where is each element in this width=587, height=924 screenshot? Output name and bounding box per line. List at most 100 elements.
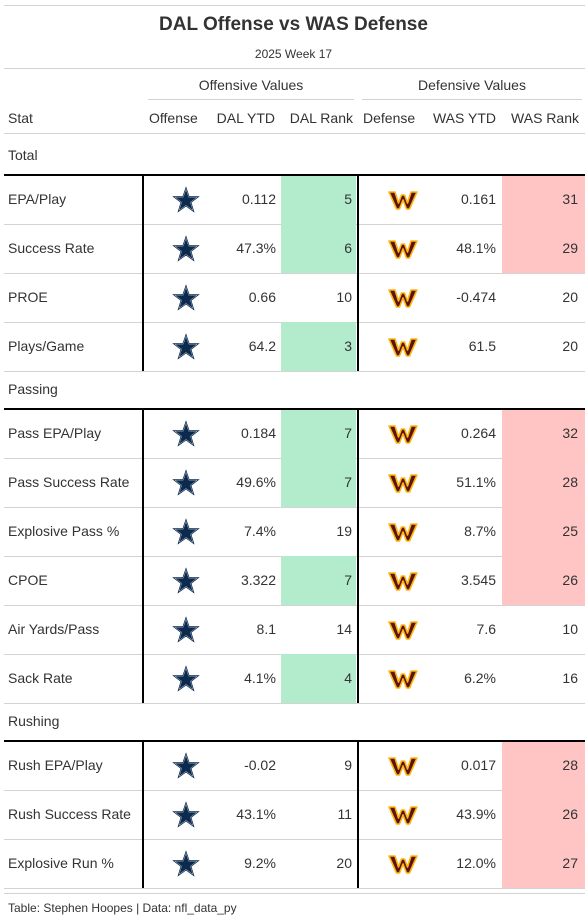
defense-left-border <box>357 741 359 888</box>
dal-rank-value: 7 <box>344 572 352 588</box>
dal-rank-highlight <box>281 556 356 605</box>
was-rank-highlight <box>502 409 585 458</box>
dal-rank-highlight <box>281 458 356 507</box>
table-row: Sack Rate 4.1% 4 6.2% 16 <box>4 654 585 703</box>
was-rank-value: 28 <box>562 757 578 773</box>
offense-left-border <box>142 741 144 888</box>
washington-w-icon <box>385 741 421 790</box>
dal-ytd-value: 64.2 <box>248 338 276 354</box>
dal-rank-value: 7 <box>344 425 352 441</box>
was-rank-value: 28 <box>562 474 578 490</box>
dallas-star-icon <box>168 273 204 322</box>
column-header-rule <box>4 133 585 134</box>
group-bottom-rule <box>4 888 585 889</box>
was-rank-value: 20 <box>562 289 578 305</box>
table-title: DAL Offense vs WAS Defense <box>159 14 428 35</box>
table-subtitle: 2025 Week 17 <box>254 47 333 61</box>
table-row: PROE 0.66 10 -0.474 20 <box>4 273 585 322</box>
spanner-defensive-values: Defensive Values <box>418 77 526 93</box>
was-rank-value: 16 <box>562 670 578 686</box>
stat-name: Rush EPA/Play <box>8 757 103 773</box>
was-ytd-value: 61.5 <box>468 338 496 354</box>
dallas-star-icon <box>168 839 204 888</box>
washington-w-icon <box>385 556 421 605</box>
col-header-defense: Defense <box>363 110 416 126</box>
row-rule <box>4 273 585 274</box>
dal-rank-highlight <box>281 654 356 703</box>
was-rank-value: 26 <box>562 572 578 588</box>
col-header-was-rank: WAS Rank <box>511 110 579 126</box>
table-row: Pass EPA/Play 0.184 7 0.264 32 <box>4 409 585 458</box>
was-ytd-value: 0.264 <box>460 425 496 441</box>
defense-left-border <box>357 409 359 703</box>
dallas-star-icon <box>168 224 204 273</box>
dal-rank-value: 4 <box>344 670 352 686</box>
table-row: CPOE 3.322 7 3.545 26 <box>4 556 585 605</box>
dal-ytd-value: 7.4% <box>244 523 276 539</box>
was-rank-value: 10 <box>562 621 578 637</box>
dal-rank-value: 11 <box>337 806 352 822</box>
dal-rank-value: 14 <box>336 621 352 637</box>
was-ytd-value: 0.017 <box>460 757 496 773</box>
stat-name: Explosive Run % <box>8 855 114 871</box>
group-label-rushing: Rushing <box>8 713 60 729</box>
was-rank-value: 32 <box>562 425 578 441</box>
washington-w-icon <box>385 458 421 507</box>
group-bottom-rule <box>4 703 585 704</box>
stat-name: Pass EPA/Play <box>8 425 102 441</box>
dallas-star-icon <box>168 605 204 654</box>
dal-ytd-value: 0.66 <box>248 289 276 305</box>
table-row: EPA/Play 0.112 5 0.161 31 <box>4 175 585 224</box>
dal-rank-highlight <box>281 175 356 224</box>
stat-name: Air Yards/Pass <box>8 621 100 637</box>
dal-ytd-value: 0.112 <box>242 191 276 207</box>
was-ytd-value: 6.2% <box>464 670 496 686</box>
stat-name: Plays/Game <box>8 338 85 354</box>
washington-w-icon <box>385 175 421 224</box>
dallas-star-icon <box>168 409 204 458</box>
washington-w-icon <box>385 507 421 556</box>
was-rank-highlight <box>502 839 585 888</box>
row-rule <box>4 605 585 606</box>
spanner-offensive-values: Offensive Values <box>198 77 304 93</box>
table-bottom-rule <box>4 893 585 894</box>
stat-name: Success Rate <box>8 240 95 256</box>
dal-rank-highlight <box>281 409 356 458</box>
was-ytd-value: 12.0% <box>456 855 496 871</box>
dal-ytd-value: 9.2% <box>244 855 276 871</box>
dallas-star-icon <box>168 322 204 371</box>
group-label-total: Total <box>8 147 38 163</box>
group-top-border <box>4 408 585 410</box>
spanner-rule-defense <box>362 99 582 100</box>
group-top-border <box>4 740 585 742</box>
dal-rank-highlight <box>281 224 356 273</box>
table-row: Success Rate 47.3% 6 48.1% 29 <box>4 224 585 273</box>
washington-w-icon <box>385 654 421 703</box>
dal-ytd-value: 8.1 <box>256 621 276 637</box>
dal-rank-value: 7 <box>344 474 352 490</box>
dal-ytd-value: 3.322 <box>240 572 276 588</box>
dallas-star-icon <box>168 556 204 605</box>
dal-ytd-value: -0.02 <box>244 757 276 773</box>
col-header-dal-ytd: DAL YTD <box>216 110 275 126</box>
stat-name: PROE <box>8 289 48 305</box>
washington-w-icon <box>385 224 421 273</box>
was-rank-highlight <box>502 790 585 839</box>
was-ytd-value: 3.545 <box>460 572 496 588</box>
was-rank-value: 27 <box>562 855 578 871</box>
washington-w-icon <box>385 790 421 839</box>
group-top-border <box>4 174 585 176</box>
washington-w-icon <box>385 605 421 654</box>
spanner-rule-offense <box>148 99 354 100</box>
washington-w-icon <box>385 409 421 458</box>
dal-rank-value: 6 <box>344 240 352 256</box>
stat-name: Explosive Pass % <box>8 523 120 539</box>
dal-rank-value: 19 <box>336 523 352 539</box>
washington-w-icon <box>385 322 421 371</box>
was-ytd-value: 0.161 <box>460 191 496 207</box>
stat-name: Pass Success Rate <box>8 474 130 490</box>
dallas-star-icon <box>168 654 204 703</box>
table-row: Air Yards/Pass 8.1 14 7.6 10 <box>4 605 585 654</box>
was-ytd-value: 48.1% <box>456 240 496 256</box>
was-rank-highlight <box>502 556 585 605</box>
